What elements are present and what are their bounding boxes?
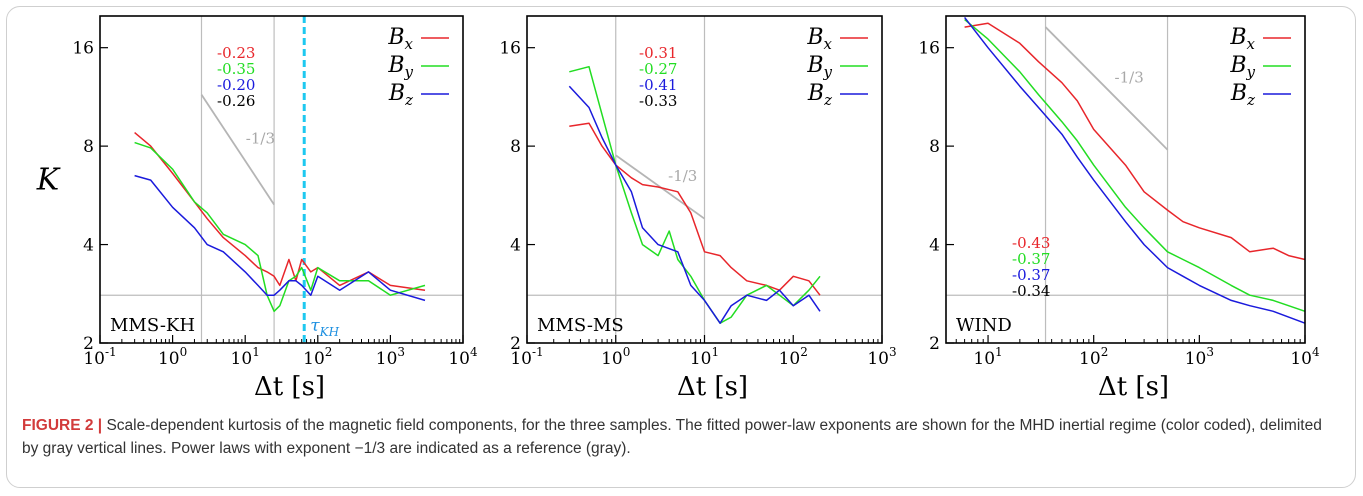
exponent-label: -0.27 bbox=[639, 60, 677, 78]
x-tick-label: 100 bbox=[158, 345, 187, 369]
exponent-label: -0.33 bbox=[639, 92, 677, 110]
power-law-reference-line bbox=[1044, 26, 1169, 151]
exponent-label: -0.20 bbox=[217, 76, 255, 94]
x-tick-label: 101 bbox=[231, 345, 260, 369]
x-axis-label: Δt [s] bbox=[254, 372, 325, 402]
y-tick-label: 16 bbox=[72, 39, 94, 59]
panel-mms-kh: -1/3 τKH 2 4 8 16 10-1 100 101 102 103 104 Δt [s] K MM… bbox=[36, 15, 478, 402]
reference-slope-label: -1/3 bbox=[1115, 68, 1144, 86]
power-law-reference-line bbox=[200, 94, 275, 206]
plot-frame bbox=[99, 15, 464, 344]
caption-text: Scale-dependent kurtosis of the magnetic… bbox=[22, 417, 1322, 457]
sample-label: WIND bbox=[956, 315, 1012, 336]
y-tick-label: 2 bbox=[83, 334, 94, 354]
legend-label: By bbox=[806, 53, 832, 81]
legend-label: Bx bbox=[806, 25, 832, 53]
series-line-bz bbox=[568, 85, 821, 324]
series-line-by bbox=[569, 65, 821, 324]
series-line-bx bbox=[134, 132, 426, 291]
x-tick-label: 100 bbox=[601, 345, 630, 369]
exponent-label: -0.26 bbox=[217, 92, 255, 110]
legend-label: Bz bbox=[807, 81, 832, 109]
legend-label: By bbox=[1229, 53, 1255, 81]
x-tick-label: 102 bbox=[1079, 345, 1108, 369]
legend-label: Bz bbox=[388, 81, 413, 109]
y-tick-label: 16 bbox=[918, 39, 940, 59]
y-tick-label: 8 bbox=[83, 137, 94, 157]
exponent-label: -0.43 bbox=[1012, 234, 1050, 252]
y-tick-label: 8 bbox=[929, 137, 940, 157]
figure-frame bbox=[6, 6, 1356, 488]
x-tick-label: 101 bbox=[690, 345, 719, 369]
series-line-bz bbox=[134, 174, 426, 302]
y-tick-label: 8 bbox=[510, 137, 521, 157]
legend-label: Bx bbox=[387, 25, 413, 53]
exponent-label: -0.35 bbox=[217, 60, 255, 78]
figure-caption: FIGURE 2 | Scale-dependent kurtosis of t… bbox=[22, 414, 1342, 460]
tau-kh-label: τKH bbox=[310, 316, 339, 339]
exponent-label: -0.31 bbox=[639, 44, 677, 62]
exponent-label: -0.23 bbox=[217, 44, 255, 62]
sample-label: MMS-MS bbox=[537, 315, 624, 336]
series-line-bz bbox=[964, 16, 1306, 324]
series-line-by bbox=[964, 19, 1306, 313]
series-line-bx bbox=[964, 22, 1306, 261]
y-tick-label: 4 bbox=[83, 236, 94, 256]
y-axis-label: K bbox=[36, 163, 61, 198]
x-tick-label: 102 bbox=[303, 345, 332, 369]
x-axis-label: Δt [s] bbox=[677, 372, 748, 402]
exponent-label: -0.37 bbox=[1012, 266, 1050, 284]
x-tick-label: 10-1 bbox=[83, 345, 116, 369]
x-tick-label: 104 bbox=[1290, 345, 1320, 369]
x-tick-label: 10-1 bbox=[510, 345, 543, 369]
legend-label: Bz bbox=[1230, 81, 1255, 109]
y-tick-label: 16 bbox=[499, 39, 521, 59]
reference-slope-label: -1/3 bbox=[668, 167, 697, 185]
series-line-by bbox=[134, 141, 426, 313]
x-tick-label: 103 bbox=[376, 345, 405, 369]
reference-slope-label: -1/3 bbox=[246, 130, 275, 148]
x-tick-label: 101 bbox=[973, 345, 1002, 369]
legend-label: By bbox=[387, 53, 413, 81]
sample-label: MMS-KH bbox=[110, 315, 195, 336]
legend-label: Bx bbox=[1229, 25, 1255, 53]
y-tick-label: 2 bbox=[929, 334, 940, 354]
caption-label: FIGURE 2 | bbox=[22, 417, 103, 434]
x-axis-label: Δt [s] bbox=[1098, 372, 1169, 402]
x-tick-label: 103 bbox=[1185, 345, 1214, 369]
exponent-label: -0.34 bbox=[1012, 282, 1050, 300]
y-tick-label: 2 bbox=[510, 334, 521, 354]
x-tick-label: 103 bbox=[867, 345, 896, 369]
y-tick-label: 4 bbox=[510, 236, 521, 256]
y-tick-label: 4 bbox=[929, 236, 940, 256]
series-line-bx bbox=[569, 122, 821, 296]
exponent-label: -0.41 bbox=[639, 76, 677, 94]
x-tick-label: 102 bbox=[779, 345, 808, 369]
exponent-label: -0.37 bbox=[1012, 250, 1050, 268]
x-tick-label: 104 bbox=[448, 345, 478, 369]
